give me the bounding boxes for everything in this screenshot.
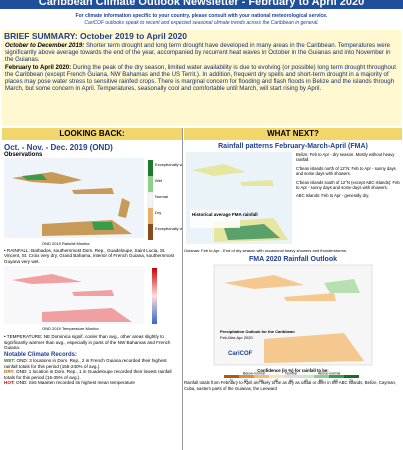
legend-tick: 50 <box>319 379 323 383</box>
records-title: Notable Climate Records: <box>4 352 78 359</box>
legend-label: Dry <box>155 210 161 215</box>
color-scale <box>152 268 157 325</box>
info: For climate information specific to your… <box>75 13 328 19</box>
legend-category: Below-normal <box>243 372 265 376</box>
record-text: OND: 3 locations in Dom. Rep., 2 in Fren… <box>4 358 167 369</box>
legend-tick: 60 <box>334 379 338 383</box>
swatch <box>239 375 254 379</box>
swatch <box>224 375 239 379</box>
swatch <box>299 375 314 379</box>
legend-label: Normal <box>155 194 168 199</box>
summary-title: BRIEF SUMMARY: October 2019 to April 202… <box>4 31 187 41</box>
region <box>224 275 364 364</box>
paragraph: October to December 2019: Shorter term d… <box>5 42 398 63</box>
banner: Caribbean Climate Outlook Newsletter - F… <box>0 0 403 9</box>
title: Caribbean Climate Outlook Newsletter - F… <box>38 0 365 8</box>
notes: Belize: Feb to Apr - dry season. Mostly … <box>296 152 400 202</box>
legend-tick: 50 <box>259 379 263 383</box>
section-title: FMA 2020 Rainfall Outlook <box>248 256 338 264</box>
swatch <box>329 375 344 379</box>
legend-category: Above-normal <box>318 372 341 376</box>
legend-label: Wet <box>155 178 163 183</box>
note: Belize: Feb to Apr - dry season. Mostly … <box>296 152 395 163</box>
swatch <box>269 375 284 379</box>
record: DRY: OND: 1 location in Dom. Rep., 1 in … <box>4 369 180 380</box>
label: February to April 2020: <box>5 64 72 71</box>
paragraph: February to April 2020: During the peak … <box>5 64 398 92</box>
record-label: WET: <box>4 358 16 364</box>
swatch <box>284 375 299 379</box>
legend-label: Exceptionally wet <box>155 162 182 167</box>
legend-category: Normal <box>285 372 297 376</box>
text: During the peak of the dry season, limit… <box>5 64 397 92</box>
fma-map: Historical average FMA rainfall <box>186 152 292 244</box>
land <box>22 174 114 230</box>
legend-tick: 70 <box>349 379 353 383</box>
text: Shorter term drought and long term droug… <box>5 42 391 63</box>
record: HOT: OND: Sint Maarten recorded its high… <box>4 380 180 385</box>
temperature-text: • TEMPERATURE: NE Dominica signif. coole… <box>4 334 171 351</box>
map-label: Historical average FMA rainfall <box>192 212 258 217</box>
region <box>324 279 360 294</box>
summary: BRIEF SUMMARY: October 2019 to April 202… <box>2 30 401 126</box>
note: C'bean islands south of 12°N (except ABC… <box>296 179 400 191</box>
label-bg <box>190 210 240 228</box>
note: ABC Islands: Feb to Apr - generally dry. <box>296 193 370 199</box>
map-text: Feb-Mar-Apr 2020 <box>220 335 253 340</box>
record-text: OND: 1 location in Dom. Rep., 1 in Guade… <box>4 369 172 380</box>
legend-tick: 70 <box>229 379 233 383</box>
column-header: LOOKING BACK: <box>2 128 182 140</box>
swatch <box>148 160 153 176</box>
swatch <box>148 224 153 240</box>
fma-block: Historical average FMA rainfall Belize: … <box>184 150 402 248</box>
legend-tick: 40 <box>274 379 278 383</box>
record-text: OND: Sint Maarten recorded its highest m… <box>16 380 135 386</box>
column-header: WHAT NEXT? <box>184 128 402 140</box>
map-text: Precipitation Outlook for the Caribbean <box>220 329 295 334</box>
map-caption: OND 2019 Rainfall Monitor <box>42 241 90 246</box>
section-title: Rainfall patterns February-March-April (… <box>218 143 368 150</box>
outlook-map: Precipitation Outlook for the Caribbean … <box>213 265 373 383</box>
record-label: DRY: <box>4 369 15 375</box>
subtitle: Observations <box>4 152 43 158</box>
land <box>12 274 132 323</box>
legend-title: Confidence (in %) for rainfall to be: <box>257 368 329 373</box>
records: WET: OND: 3 locations in Dom. Rep., 2 in… <box>4 358 180 385</box>
bottom-text: Rainfall totals from February to April a… <box>184 380 397 391</box>
swatch <box>314 375 329 379</box>
logo: CariCOF <box>228 351 253 357</box>
legend-label: Exceptionally dry <box>155 226 182 231</box>
right-column: WHAT NEXT? Rainfall patterns February-Ma… <box>184 128 402 450</box>
rainfall-map: Exceptionally wet Wet Normal Dry Exceptional… <box>4 158 182 246</box>
map-caption: OND 2019 Temperature Monitor <box>42 326 100 331</box>
note: C'bean islands north of 12°N: Feb to Apr… <box>296 165 396 177</box>
left-column: LOOKING BACK: Oct. - Nov. - Dec. 2019 (O… <box>2 128 183 450</box>
info: CariCOF outlooks speak to recent and exp… <box>84 20 319 26</box>
record-label: HOT: <box>4 380 15 386</box>
legend-tick: 60 <box>244 379 248 383</box>
temperature-map: OND 2019 Temperature Monitor <box>4 266 157 331</box>
swatch <box>254 375 269 379</box>
label: October to December 2019: <box>5 42 85 49</box>
rainfall-text: • RAINFALL: Barbados, southernmost Dom. … <box>4 248 175 264</box>
legend-tick: 40 <box>289 379 293 383</box>
guianas-note: Guianas: Feb to Apr - End of dry season … <box>184 248 347 253</box>
swatch <box>147 191 154 209</box>
legend-tick: 40 <box>304 379 308 383</box>
land <box>12 172 132 236</box>
period: Oct. - Nov. - Dec. 2019 (OND) <box>4 143 113 152</box>
swatch <box>344 375 359 379</box>
swatch <box>148 208 153 224</box>
record: WET: OND: 3 locations in Dom. Rep., 2 in… <box>4 358 180 369</box>
swatch <box>148 176 153 192</box>
